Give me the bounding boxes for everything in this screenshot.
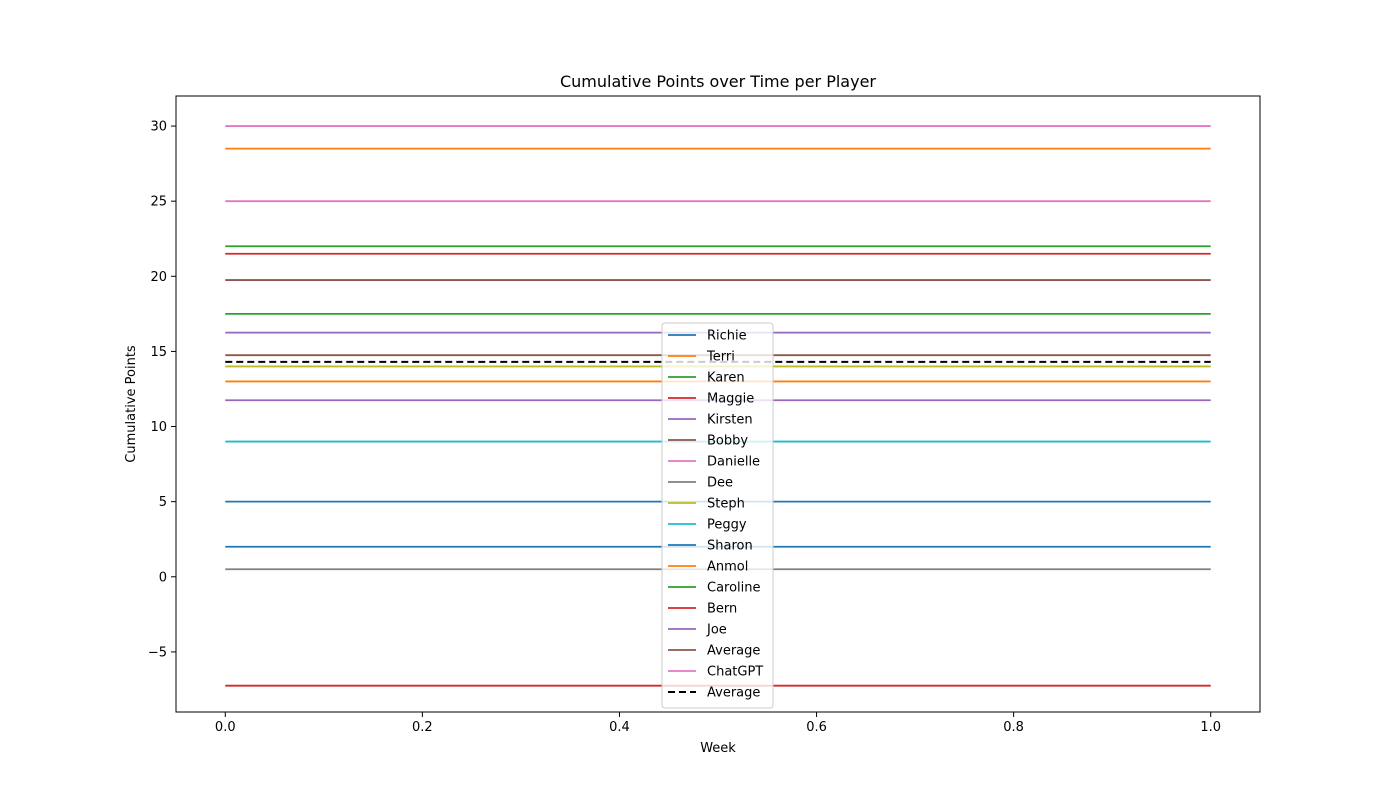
legend-label: Peggy	[707, 518, 747, 533]
legend-label: Kirsten	[707, 413, 753, 428]
y-tick-label: −5	[148, 645, 167, 660]
x-tick-label: 0.2	[412, 720, 433, 735]
x-tick-label: 0.4	[609, 720, 630, 735]
legend-label: Danielle	[707, 455, 760, 470]
legend-label: ChatGPT	[707, 665, 763, 680]
legend-label: Anmol	[707, 560, 748, 575]
legend-label: Bern	[707, 602, 737, 617]
plot-frame	[175, 95, 1261, 713]
legend-label: Average	[707, 644, 760, 659]
legend-label: Average	[707, 686, 760, 701]
legend-label: Maggie	[707, 392, 754, 407]
chart-title: Cumulative Points over Time per Player	[560, 72, 876, 91]
x-tick-label: 1.0	[1200, 720, 1221, 735]
y-tick-label: 15	[150, 345, 167, 360]
legend-label: Dee	[707, 476, 733, 491]
y-tick-label: 30	[150, 120, 167, 135]
legend-label: Caroline	[707, 581, 761, 596]
legend-label: Sharon	[707, 539, 753, 554]
y-axis-label: Cumulative Points	[124, 345, 139, 463]
legend-label: Terri	[706, 350, 735, 365]
y-axis-ticks: −5 0 5 10 15 20 25 30	[148, 120, 176, 660]
y-tick-label: 25	[150, 195, 167, 210]
x-tick-label: 0.8	[1003, 720, 1024, 735]
y-tick-label: 5	[159, 495, 167, 510]
x-tick-label: 0.0	[215, 720, 236, 735]
legend-label: Bobby	[707, 434, 748, 449]
legend-label: Steph	[707, 497, 745, 512]
y-tick-label: 10	[150, 420, 167, 435]
x-axis-ticks: 0.0 0.2 0.4 0.6 0.8 1.0	[215, 712, 1221, 735]
y-tick-label: 0	[159, 570, 167, 585]
legend-label: Joe	[706, 623, 727, 638]
x-tick-label: 0.6	[806, 720, 827, 735]
y-tick-label: 20	[150, 270, 167, 285]
legend-label: Richie	[707, 329, 747, 344]
x-axis-label: Week	[700, 741, 736, 756]
legend: Richie Terri Karen Maggie Kirsten Bobby Daniel…	[661, 322, 774, 709]
legend-label: Karen	[707, 371, 745, 386]
